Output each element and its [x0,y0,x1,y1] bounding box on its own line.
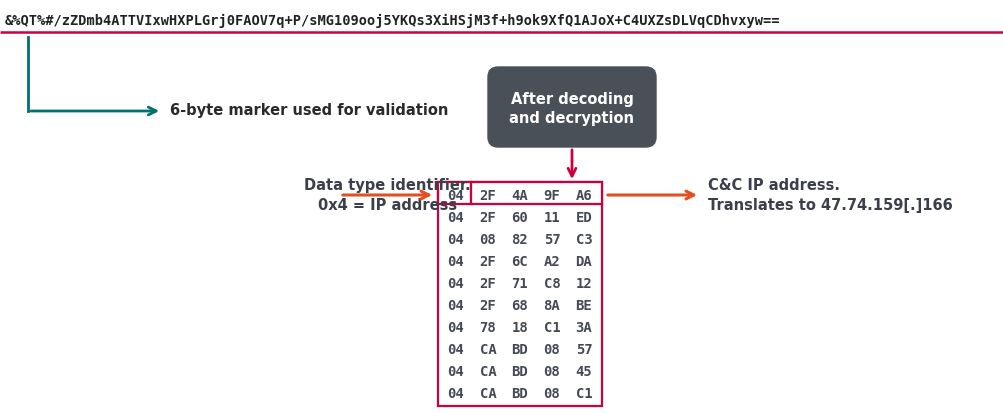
Text: 57: 57 [543,233,560,247]
Text: Data type identifier.: Data type identifier. [304,178,470,193]
Text: 71: 71 [512,276,528,290]
Text: &%QT%#/zZDmb4ATTVIxwHXPLGrj0FAOV7q+P/sMG109ooj5YKQs3XiHSjM3f+h9ok9XfQ1AJoX+C4UXZ: &%QT%#/zZDmb4ATTVIxwHXPLGrj0FAOV7q+P/sMG… [5,14,779,28]
Text: 78: 78 [479,320,495,334]
Text: BD: BD [512,342,528,356]
Text: CA: CA [479,386,495,400]
Text: 6-byte marker used for validation: 6-byte marker used for validation [170,103,448,118]
Text: 04: 04 [447,233,464,247]
Text: 2F: 2F [479,211,495,224]
Text: 2F: 2F [479,276,495,290]
Text: 04: 04 [447,276,464,290]
Text: 18: 18 [512,320,528,334]
Text: 8A: 8A [543,298,560,312]
Text: 08: 08 [543,386,560,400]
Text: 08: 08 [479,233,495,247]
Text: A2: A2 [543,254,560,268]
Text: 2F: 2F [479,189,495,202]
Text: 45: 45 [575,364,592,378]
Text: 11: 11 [543,211,560,224]
Text: ED: ED [575,211,592,224]
Text: BE: BE [575,298,592,312]
Text: 12: 12 [575,276,592,290]
Text: 68: 68 [512,298,528,312]
Text: 08: 08 [543,364,560,378]
Text: A6: A6 [575,189,592,202]
Text: Translates to 47.74.159[.]166: Translates to 47.74.159[.]166 [707,198,952,213]
Text: 82: 82 [512,233,528,247]
Text: 04: 04 [447,254,464,268]
Text: CA: CA [479,364,495,378]
Text: 04: 04 [447,364,464,378]
Text: 04: 04 [447,386,464,400]
Text: After decoding
and decryption: After decoding and decryption [509,91,634,126]
FancyBboxPatch shape [487,68,655,147]
Text: C3: C3 [575,233,592,247]
Text: 4A: 4A [512,189,528,202]
Text: C&C IP address.: C&C IP address. [707,178,840,193]
Text: 04: 04 [447,320,464,334]
Text: 60: 60 [512,211,528,224]
Bar [470,183,602,204]
Text: 04: 04 [447,211,464,224]
Text: C1: C1 [543,320,560,334]
Text: 04: 04 [447,298,464,312]
Text: CA: CA [479,342,495,356]
Text: 6C: 6C [512,254,528,268]
Text: 08: 08 [543,342,560,356]
Text: 57: 57 [575,342,592,356]
Bar [437,183,602,406]
Text: 0x4 = IP address: 0x4 = IP address [318,198,456,213]
Text: 04: 04 [447,189,464,202]
Bar [437,183,470,204]
Text: DA: DA [575,254,592,268]
Text: 04: 04 [447,342,464,356]
Text: 9F: 9F [543,189,560,202]
Text: 2F: 2F [479,298,495,312]
Text: C8: C8 [543,276,560,290]
Text: BD: BD [512,364,528,378]
Text: 3A: 3A [575,320,592,334]
Text: C1: C1 [575,386,592,400]
Text: BD: BD [512,386,528,400]
Text: 2F: 2F [479,254,495,268]
